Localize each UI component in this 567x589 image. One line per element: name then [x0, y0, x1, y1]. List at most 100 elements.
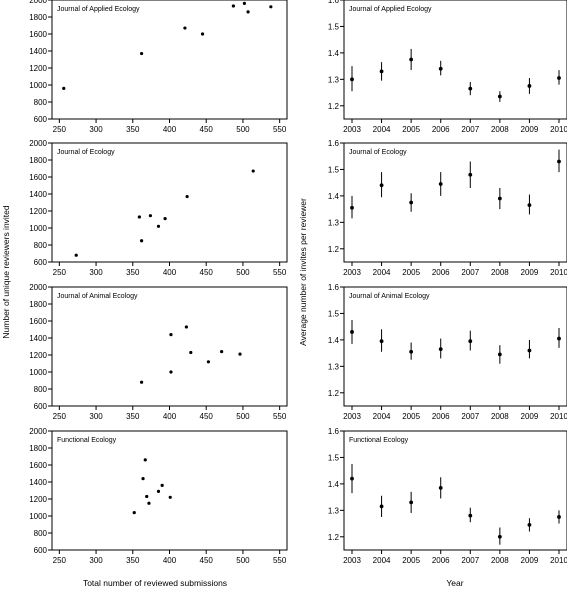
data-point [269, 5, 273, 9]
mean-point [497, 94, 502, 99]
y-tick-label: 1.6 [328, 427, 340, 436]
y-tick-label: 1600 [29, 30, 47, 39]
panel-5: Journal of Applied Ecology 2003 2004 2005 20… [328, 0, 567, 134]
y-tick-label: 1.6 [328, 0, 340, 5]
y-tick-label: 2000 [29, 427, 47, 436]
x-tick-label: 2003 [343, 412, 361, 421]
data-point [139, 239, 144, 243]
x-tick-label: 2004 [373, 268, 391, 277]
y-tick-label: 1.5 [328, 309, 340, 318]
y-tick-label: 2000 [29, 0, 47, 5]
x-tick-label: 500 [236, 125, 250, 134]
y-tick-label: 1.2 [328, 389, 340, 398]
x-tick-label: 2010 [550, 268, 567, 277]
mean-point [557, 515, 561, 519]
y-tick-label: 1000 [29, 81, 47, 90]
y-tick-label: 1.2 [328, 245, 340, 254]
data-point [156, 224, 161, 228]
data-point [189, 350, 193, 355]
x-tick-label: 2008 [491, 556, 509, 565]
x-tick-label: 250 [53, 268, 67, 277]
panel-1: Journal of Applied Ecology 250 300 350 400 45… [29, 0, 288, 134]
y-tick-label: 800 [34, 529, 48, 538]
data-point [251, 169, 255, 173]
data-point [220, 350, 224, 354]
mean-point [468, 172, 473, 177]
panel-title: Journal of Animal Ecology [57, 293, 138, 300]
mean-point [497, 534, 502, 539]
left-x-axis-label: Total number of reviewed submissions [83, 578, 227, 588]
x-tick-label: 2005 [402, 556, 420, 565]
y-tick-label: 1.3 [328, 75, 340, 84]
x-tick-label: 2003 [343, 125, 361, 134]
x-tick-label: 550 [273, 268, 287, 277]
y-tick-label: 1.4 [328, 480, 340, 489]
x-tick-label: 2006 [432, 412, 450, 421]
y-tick-label: 1000 [29, 512, 47, 521]
y-tick-label: 1200 [29, 64, 47, 73]
data-point [62, 86, 66, 90]
panel-2: Journal of Ecology 250 300 350 400 450 500 550 6… [29, 139, 288, 277]
y-tick-label: 600 [34, 546, 48, 555]
y-tick-label: 1800 [29, 300, 47, 309]
data-point [168, 495, 172, 499]
x-tick-label: 350 [126, 412, 140, 421]
plot-frame [51, 142, 288, 263]
x-tick-label: 2010 [550, 556, 567, 565]
plot-frame [343, 142, 567, 263]
data-point [163, 217, 167, 221]
plot-frame [343, 430, 567, 551]
panel-3: Journal of Animal Ecology 250 300 350 400 450… [29, 283, 288, 421]
y-tick-label: 800 [34, 385, 48, 394]
x-tick-label: 300 [89, 125, 103, 134]
panel-8: Functional Ecology 2003 2004 2005 2006 2007 20… [328, 427, 567, 565]
x-tick-label: 350 [126, 125, 140, 134]
x-tick-label: 400 [163, 125, 177, 134]
data-point [169, 333, 173, 337]
panel-title: Journal of Ecology [57, 149, 115, 156]
x-tick-label: 2004 [373, 125, 391, 134]
panel-7: Journal of Animal Ecology 2003 2004 2005 200… [328, 283, 567, 421]
y-tick-label: 1.5 [328, 165, 340, 174]
data-point [185, 194, 189, 199]
x-tick-label: 2007 [461, 412, 479, 421]
data-point [246, 10, 250, 14]
mean-point [557, 76, 561, 80]
x-tick-label: 250 [53, 125, 67, 134]
x-tick-label: 550 [273, 412, 287, 421]
mean-point [350, 330, 354, 334]
x-tick-label: 500 [236, 412, 250, 421]
x-tick-label: 2009 [521, 125, 539, 134]
x-tick-label: 2008 [491, 125, 509, 134]
mean-point [557, 336, 561, 341]
mean-point [438, 66, 443, 71]
mean-point [409, 200, 414, 205]
x-tick-label: 2004 [373, 556, 391, 565]
x-tick-label: 250 [53, 412, 67, 421]
y-tick-label: 1.6 [328, 283, 340, 292]
x-tick-label: 250 [53, 556, 67, 565]
mean-point [409, 57, 414, 62]
y-tick-label: 1200 [29, 207, 47, 216]
data-point [74, 253, 78, 257]
x-tick-label: 400 [163, 556, 177, 565]
mean-point [527, 84, 532, 88]
data-point [156, 489, 161, 493]
y-tick-label: 1800 [29, 444, 47, 453]
mean-point [497, 196, 502, 201]
y-tick-label: 1400 [29, 47, 47, 56]
x-tick-label: 2003 [343, 268, 361, 277]
x-tick-label: 2005 [402, 125, 420, 134]
y-tick-label: 1.3 [328, 506, 340, 515]
y-tick-label: 1400 [29, 334, 47, 343]
x-tick-label: 2006 [432, 556, 450, 565]
panel-title: Functional Ecology [349, 437, 409, 444]
data-point [147, 501, 151, 505]
x-tick-label: 350 [126, 268, 140, 277]
y-tick-label: 1200 [29, 351, 47, 360]
y-tick-label: 1.4 [328, 192, 340, 201]
x-tick-label: 450 [200, 556, 214, 565]
y-tick-label: 1800 [29, 156, 47, 165]
mean-point [379, 69, 384, 74]
